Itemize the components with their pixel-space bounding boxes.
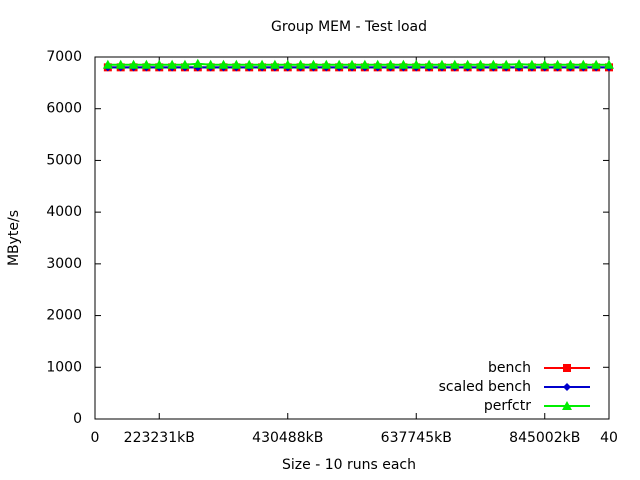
- marker: [565, 59, 576, 69]
- marker: [102, 59, 113, 69]
- y-tick-label: 7000: [46, 49, 82, 65]
- legend-label: perfctr: [484, 398, 531, 414]
- marker: [269, 59, 280, 69]
- marker: [562, 401, 572, 410]
- marker: [526, 59, 537, 69]
- marker: [424, 59, 435, 69]
- marker: [308, 59, 319, 69]
- marker: [411, 59, 422, 69]
- marker: [141, 59, 152, 69]
- y-tick-label: 2000: [46, 308, 82, 324]
- marker: [167, 59, 178, 69]
- marker: [359, 59, 370, 69]
- marker: [563, 364, 571, 372]
- x-tick-label: 637745kB: [381, 430, 452, 446]
- marker: [563, 383, 571, 391]
- marker: [488, 59, 499, 69]
- y-tick-label: 0: [73, 411, 82, 427]
- marker: [604, 59, 614, 69]
- x-tick-label: 223231kB: [124, 430, 195, 446]
- x-tick-label: 845002kB: [509, 430, 580, 446]
- marker: [514, 59, 525, 69]
- marker: [591, 59, 602, 69]
- marker: [372, 59, 383, 69]
- marker: [244, 59, 255, 69]
- marker: [295, 59, 306, 69]
- marker: [205, 59, 216, 69]
- marker: [475, 59, 486, 69]
- x-tick-label: 0: [91, 430, 100, 446]
- marker: [128, 59, 139, 69]
- marker: [179, 59, 190, 69]
- y-tick-label: 6000: [46, 101, 82, 117]
- legend-label: scaled bench: [439, 379, 531, 395]
- legend-label: bench: [488, 360, 531, 376]
- marker: [218, 59, 229, 69]
- plot-border: [94, 56, 610, 420]
- chart-title: Group MEM - Test load: [271, 19, 427, 35]
- marker: [321, 59, 332, 69]
- y-tick-label: 1000: [46, 359, 82, 375]
- y-tick-label: 3000: [46, 256, 82, 272]
- marker: [347, 59, 357, 69]
- marker: [385, 59, 396, 69]
- marker: [231, 59, 242, 69]
- marker: [154, 59, 165, 69]
- marker: [462, 59, 473, 69]
- marker: [449, 59, 460, 69]
- marker: [334, 59, 345, 69]
- marker: [115, 59, 126, 69]
- marker: [578, 59, 589, 69]
- marker: [257, 59, 268, 69]
- series-line: [107, 62, 609, 66]
- marker: [501, 59, 512, 69]
- y-tick-label: 4000: [46, 204, 82, 220]
- marker: [552, 59, 563, 69]
- marker: [398, 59, 409, 69]
- x-axis-label: Size - 10 runs each: [282, 457, 416, 473]
- x-tick-label: 430488kB: [252, 430, 323, 446]
- marker: [539, 59, 550, 69]
- marker: [436, 59, 447, 69]
- y-tick-label: 5000: [46, 152, 82, 168]
- y-axis-label: MByte/s: [6, 210, 22, 266]
- marker: [282, 59, 293, 69]
- x-tick-label: 40: [600, 430, 618, 446]
- marker: [192, 58, 203, 68]
